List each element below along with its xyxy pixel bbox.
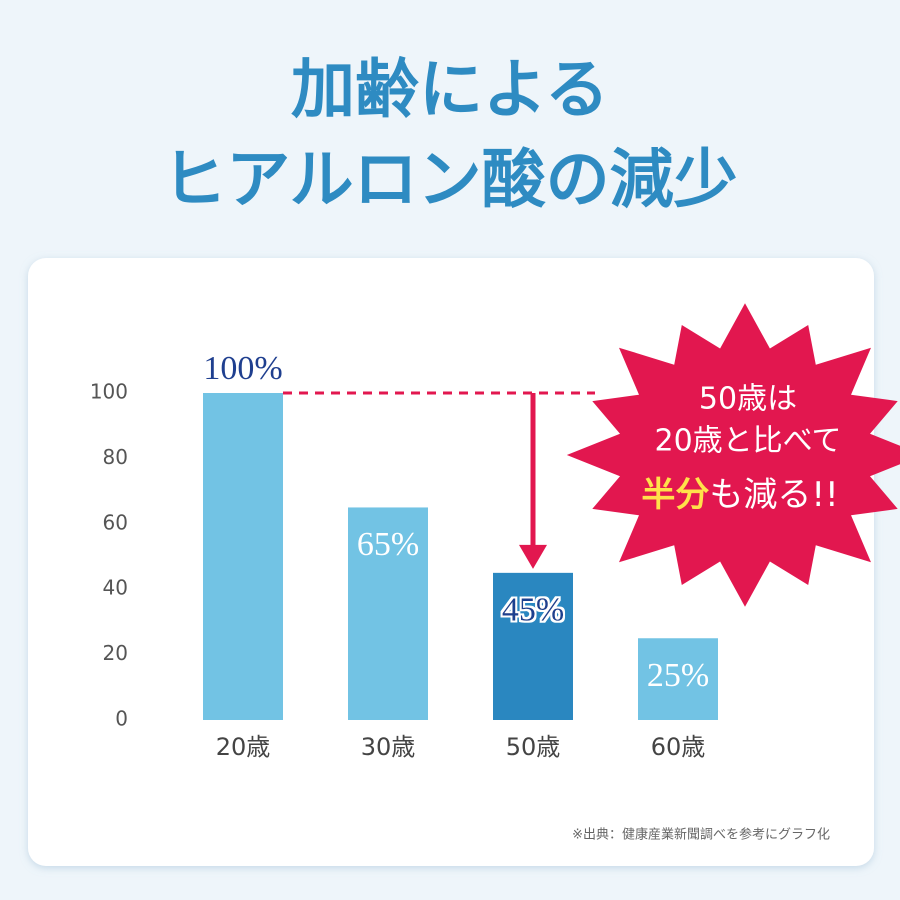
bar <box>493 572 573 720</box>
x-tick-label: 20歳 <box>216 733 271 761</box>
callout-highlight: 半分 <box>641 475 709 515</box>
y-tick-label: 40 <box>103 576 128 600</box>
y-tick-label: 20 <box>103 641 128 665</box>
x-tick-label: 50歳 <box>506 733 561 761</box>
callout-rest: も減る!! <box>709 475 838 515</box>
source: ※出典：健康産業新聞調べを参考にグラフ化 <box>572 827 830 843</box>
y-tick-label: 80 <box>103 445 128 469</box>
callout-line: 20歳と比べて <box>655 424 842 459</box>
y-tick-label: 60 <box>103 510 128 534</box>
plot: 0 20 40 60 80 100 20歳 100% 30歳 65% 50歳 45% 60歳 25% <box>90 350 718 761</box>
callout-burst <box>566 303 900 607</box>
arrow-head <box>519 544 547 569</box>
value-label: 25% <box>647 657 709 694</box>
title-line: ヒアルロン酸の減少 <box>162 143 737 218</box>
bar <box>203 393 283 720</box>
callout-line: 50歳は <box>699 382 797 417</box>
y-tick-label: 100 <box>90 380 128 404</box>
callout-line: 半分も減る!! <box>641 475 838 515</box>
x-tick-label: 60歳 <box>651 733 706 761</box>
title-line: 加齢による <box>291 53 609 128</box>
value-label: 65% <box>357 526 419 563</box>
bar <box>638 638 718 720</box>
y-tick-label: 0 <box>115 707 128 731</box>
value-label: 100% <box>203 350 282 387</box>
x-tick-label: 30歳 <box>361 733 416 761</box>
value-label: 45% <box>502 592 564 629</box>
bar <box>348 507 428 720</box>
